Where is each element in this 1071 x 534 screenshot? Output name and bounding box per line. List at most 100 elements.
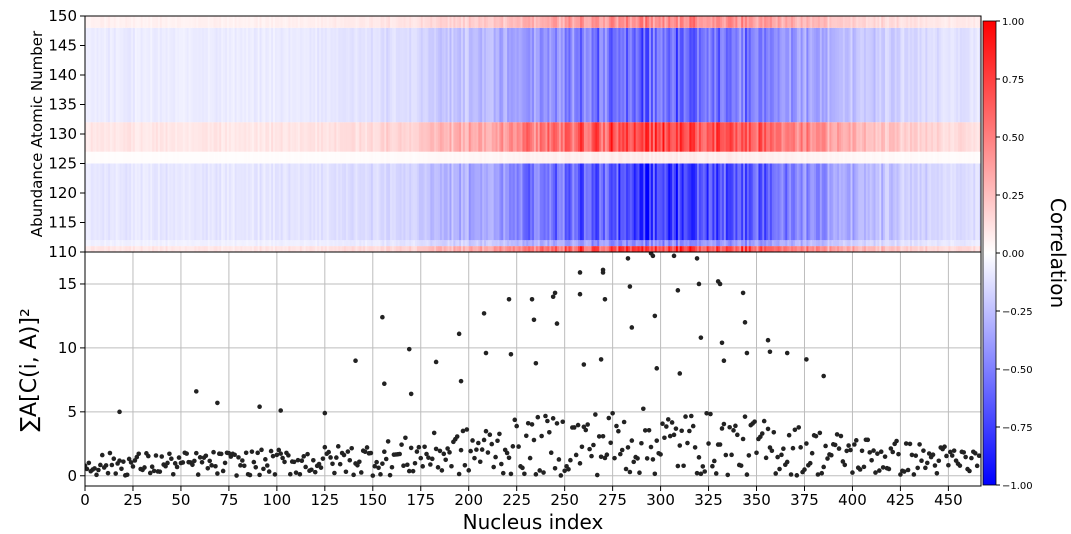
heatmap-cell xyxy=(297,163,301,241)
heatmap-cell xyxy=(192,27,195,123)
heatmap-cell xyxy=(131,122,134,152)
heatmap-cell xyxy=(796,27,800,123)
scatter-point xyxy=(247,472,253,478)
heatmap-cell xyxy=(390,240,393,247)
heatmap-cell xyxy=(240,16,243,28)
heatmap-cell xyxy=(434,16,437,28)
heatmap-cell xyxy=(109,27,113,123)
scatter-point xyxy=(936,458,942,464)
scatter-point xyxy=(850,470,855,475)
heatmap-cell xyxy=(192,151,195,164)
heatmap-cell xyxy=(833,240,836,247)
heatmap-cell xyxy=(677,16,681,28)
heatmap-cell xyxy=(702,27,706,123)
heatmap-cell xyxy=(581,163,585,241)
heatmap-cell xyxy=(526,151,529,164)
heatmap-cell xyxy=(608,27,612,123)
heatmap-cell xyxy=(319,151,322,164)
heatmap-cell xyxy=(850,163,853,241)
heatmap-cell xyxy=(979,240,981,247)
scatter-point xyxy=(779,452,784,458)
heatmap-cell xyxy=(649,163,652,241)
heatmap-cell xyxy=(852,27,855,123)
heatmap-cell xyxy=(679,240,683,247)
heatmap-cell xyxy=(921,151,924,164)
heatmap-cell xyxy=(94,163,97,241)
heatmap-cell xyxy=(816,246,819,252)
heatmap-cell xyxy=(399,16,402,28)
heatmap-cell xyxy=(522,122,525,152)
scatter-point xyxy=(742,320,748,325)
heatmap-cell xyxy=(177,27,180,123)
heatmap-cell xyxy=(555,27,558,123)
heatmap-cell xyxy=(250,16,253,28)
heatmap-cell xyxy=(883,240,886,247)
scatter-grid xyxy=(84,252,981,486)
scatter-point xyxy=(654,438,660,443)
heatmap-cell xyxy=(474,163,477,241)
heatmap-cell xyxy=(244,27,247,123)
heatmap-cell xyxy=(729,246,732,252)
heatmap-cell xyxy=(211,163,214,241)
heatmap-cell xyxy=(915,246,919,252)
heatmap-cell xyxy=(762,16,765,28)
scatter-point xyxy=(602,297,608,302)
heatmap-cell xyxy=(860,27,863,123)
heatmap-cell xyxy=(453,27,456,123)
scatter-point xyxy=(420,464,425,469)
heatmap-cell xyxy=(541,151,544,164)
heatmap-cell xyxy=(601,27,604,123)
heatmap-cell xyxy=(159,240,163,247)
heatmap-cell xyxy=(167,240,170,247)
heatmap-cell xyxy=(898,16,901,28)
heatmap-cell xyxy=(934,151,938,164)
heatmap-cell xyxy=(664,151,667,164)
heatmap-cell xyxy=(407,122,410,152)
heatmap-cell xyxy=(380,122,383,152)
heatmap-cell xyxy=(108,122,111,152)
heatmap-cell xyxy=(735,16,738,28)
heatmap-cell xyxy=(649,16,652,28)
heatmap-cell xyxy=(959,246,963,252)
heatmap-cell xyxy=(367,16,370,28)
heatmap-cell xyxy=(936,16,940,28)
heatmap-cell xyxy=(580,163,583,241)
heatmap-cell xyxy=(416,163,420,241)
heatmap-cell xyxy=(284,151,287,164)
heatmap-cell xyxy=(977,240,980,247)
heatmap-cell xyxy=(225,27,228,123)
heatmap-cell xyxy=(894,122,897,152)
heatmap-cell xyxy=(543,27,546,123)
heatmap-cell xyxy=(721,16,725,28)
heatmap-cell xyxy=(631,151,635,164)
heatmap-cell xyxy=(223,122,226,152)
heatmap-cell xyxy=(351,16,355,28)
heatmap-cell xyxy=(823,27,826,123)
heatmap-cell xyxy=(706,122,709,152)
heatmap-cell xyxy=(652,122,656,152)
heatmap-cell xyxy=(856,122,859,152)
heatmap-cell xyxy=(251,246,255,252)
heatmap-cell xyxy=(349,240,353,247)
heatmap-cell xyxy=(616,246,619,252)
heatmap-cell xyxy=(246,122,249,152)
scatter-point xyxy=(688,413,694,419)
heatmap-cell xyxy=(950,246,953,252)
heatmap-cell xyxy=(451,240,454,247)
scatter-point xyxy=(291,459,297,465)
heatmap-cell xyxy=(368,27,372,123)
heatmap-cell xyxy=(159,151,163,164)
heatmap-cell xyxy=(700,16,704,28)
heatmap-cell xyxy=(846,151,850,164)
heatmap-cell xyxy=(743,151,746,164)
heatmap-cell xyxy=(476,27,479,123)
heatmap-cell xyxy=(896,151,899,164)
heatmap-cell xyxy=(670,16,673,28)
heatmap-cell xyxy=(683,122,686,152)
heatmap-y-tick-label: 150 xyxy=(48,7,77,25)
heatmap-cell xyxy=(173,16,176,28)
heatmap-cell xyxy=(933,122,936,152)
scatter-point xyxy=(944,453,949,459)
heatmap-cell xyxy=(873,246,876,252)
heatmap-cell xyxy=(351,27,355,123)
